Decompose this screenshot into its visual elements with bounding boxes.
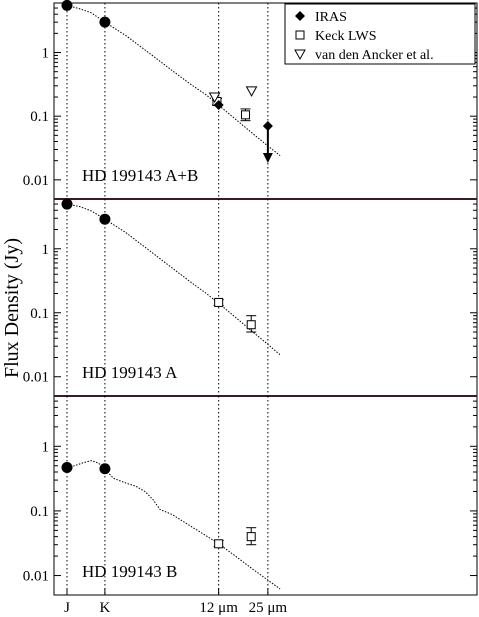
legend-label: IRAS (315, 10, 347, 25)
legend-marker-iras (295, 11, 305, 21)
legend-marker-van-den-ancker (294, 49, 306, 61)
jk-photometry-point (99, 213, 111, 225)
iras-point (213, 99, 224, 110)
x-tick-label: K (99, 600, 110, 616)
y-tick-label: 1 (42, 242, 50, 258)
model-curve (64, 4, 281, 156)
iras-point (262, 121, 273, 132)
panel-title: HD 199143 A+B (82, 166, 198, 185)
y-tick-label: 0.1 (30, 504, 49, 520)
van-den-ancker-point (208, 92, 221, 104)
keck-lws-point (214, 539, 224, 549)
x-tick-label: 12 μm (199, 600, 238, 616)
panel-title: HD 199143 B (82, 562, 177, 581)
legend-label: Keck LWS (315, 29, 377, 44)
keck-lws-point (214, 297, 224, 307)
keck-lws-point (246, 320, 256, 330)
y-tick-label: 0.1 (30, 109, 49, 125)
jk-photometry-point (99, 16, 111, 28)
panel-2: 0.01 0.1 1 HD 199143 A (23, 198, 477, 396)
panels: 0.01 0.1 1 HD 199143 A+B 0.01 0.1 1 HD 199143 A… (23, 0, 477, 595)
panel-frames (53, 2, 478, 596)
legend: IRAS Keck LWS van den Ancker et al. (284, 3, 476, 65)
panel-1: 0.01 0.1 1 HD 199143 A+B (23, 0, 477, 199)
y-tick-label: 0.01 (23, 569, 49, 585)
legend-marker-keck (295, 30, 305, 40)
y-tick-label: 1 (42, 46, 50, 62)
legend-label: van den Ancker et al. (315, 48, 434, 63)
y-tick-label: 1 (42, 439, 50, 455)
x-tick-label: J (64, 600, 70, 616)
y-tick-label: 0.01 (23, 173, 49, 189)
y-tick-label: 0.1 (30, 306, 49, 322)
jk-photometry-point (99, 463, 111, 475)
panel-3: 0.01 0.1 1 HD 199143 B (23, 396, 477, 595)
x-axis: J K 12 μm 25 μm (64, 588, 287, 616)
model-curve (64, 460, 281, 590)
jk-photometry-point (61, 0, 73, 11)
y-tick-label: 0.01 (23, 370, 49, 386)
model-curve (64, 203, 281, 356)
legend-box (284, 3, 476, 65)
axis-labels: Flux Density (Jy) (1, 238, 23, 378)
jk-photometry-point (61, 198, 73, 210)
keck-lws-point (240, 110, 250, 120)
keck-lws-point (246, 532, 256, 542)
x-tick-label: 25 μm (249, 600, 288, 616)
jk-photometry-point (61, 461, 73, 473)
y-axis-label: Flux Density (Jy) (1, 238, 23, 378)
van-den-ancker-point (245, 86, 258, 97)
panel-title: HD 199143 A (82, 363, 178, 382)
upper-limit-arrow-head (262, 153, 273, 164)
